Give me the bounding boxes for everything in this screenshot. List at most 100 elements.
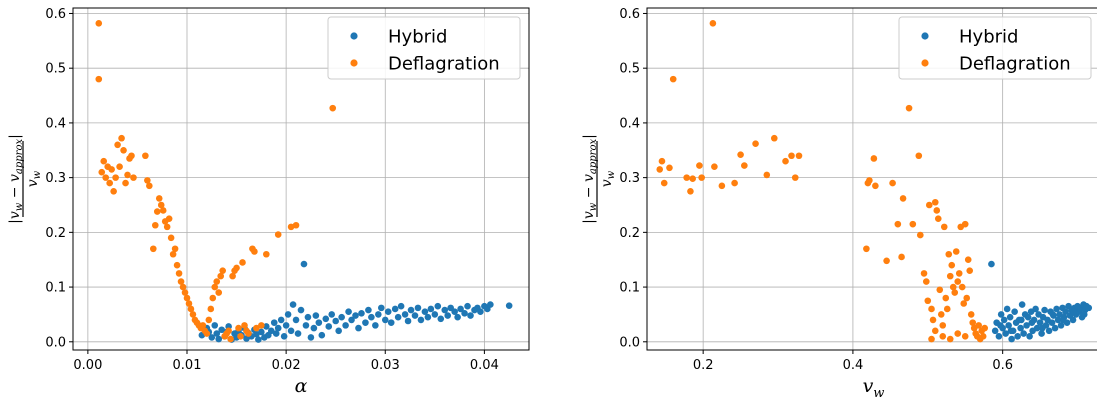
x-tick-label: 0.02	[272, 358, 301, 373]
data-point-deflagration	[925, 201, 933, 209]
y-tick-label: 0.4	[619, 116, 640, 131]
data-point-deflagration	[931, 198, 939, 206]
y-tick-label: 0.2	[619, 226, 640, 241]
data-point-hybrid	[394, 313, 402, 321]
data-point-deflagration	[149, 245, 157, 253]
data-point-deflagration	[122, 179, 129, 187]
data-point-hybrid	[1002, 330, 1009, 337]
data-point-deflagration	[229, 272, 236, 280]
data-point-deflagration	[329, 104, 337, 112]
data-point-hybrid	[997, 322, 1004, 329]
data-point-deflagration	[788, 152, 795, 160]
left-scatter-panel: 0.00 0.01 0.02 0.03 0.04 0.0 0.1 0.2 0.3 0.4 0.5 0.…	[7, 7, 530, 397]
data-point-deflagration	[130, 174, 137, 181]
data-point-hybrid	[387, 319, 395, 326]
data-point-deflagration	[731, 179, 738, 187]
data-point-hybrid	[362, 319, 369, 326]
data-point-deflagration	[931, 327, 939, 335]
data-point-deflagration	[872, 182, 879, 190]
data-point-deflagration	[883, 257, 890, 265]
data-point-deflagration	[179, 283, 187, 291]
x-axis-label: vw	[863, 375, 885, 399]
data-point-hybrid	[1033, 324, 1041, 332]
data-point-hybrid	[377, 304, 385, 312]
data-point-hybrid	[1038, 330, 1045, 337]
y-axis-label: |vw − vapprox|vw	[581, 134, 617, 224]
data-point-hybrid	[1051, 324, 1059, 332]
data-point-hybrid	[421, 308, 429, 315]
data-point-deflagration	[899, 195, 907, 202]
data-point-deflagration	[981, 324, 988, 332]
legend: Hybrid Deflagration	[327, 16, 521, 80]
data-point-deflagration	[979, 333, 987, 340]
y-axis-label-numerator: |vw − vapprox|	[7, 134, 25, 224]
data-point-hybrid	[437, 315, 445, 323]
data-point-hybrid	[1018, 316, 1025, 324]
data-point-deflagration	[237, 333, 244, 340]
data-point-deflagration	[207, 305, 215, 313]
data-point-hybrid	[322, 315, 330, 323]
data-point-hybrid	[401, 311, 409, 318]
data-point-hybrid	[1005, 322, 1012, 329]
data-point-hybrid	[274, 324, 282, 332]
data-point-hybrid	[1048, 319, 1056, 326]
data-point-deflagration	[922, 278, 930, 285]
data-point-deflagration	[159, 207, 167, 214]
data-point-hybrid	[1041, 306, 1048, 314]
data-point-deflagration	[936, 286, 944, 294]
data-point-deflagration	[227, 335, 234, 343]
data-point-hybrid	[332, 317, 339, 325]
data-point-deflagration	[209, 294, 217, 302]
data-point-deflagration	[163, 223, 171, 231]
data-point-hybrid	[391, 305, 399, 313]
data-point-hybrid	[1062, 308, 1069, 315]
data-point-deflagration	[949, 283, 957, 291]
data-point-deflagration	[955, 270, 963, 277]
data-point-hybrid	[414, 304, 422, 312]
data-point-hybrid	[444, 312, 452, 319]
data-point-hybrid	[451, 308, 458, 315]
data-point-deflagration	[219, 267, 226, 274]
data-point-hybrid	[318, 331, 326, 339]
legend-label-deflagration: Deflagration	[959, 54, 1071, 75]
data-point-hybrid	[352, 312, 359, 319]
x-tick-label: 0.2	[693, 358, 714, 373]
data-point-deflagration	[969, 319, 977, 326]
data-point-deflagration	[763, 171, 771, 179]
data-point-hybrid	[997, 311, 1005, 318]
y-tick-label: 0.5	[45, 62, 66, 77]
data-point-hybrid	[1000, 316, 1008, 324]
data-point-hybrid	[342, 322, 349, 329]
y-tick-label: 0.5	[619, 62, 640, 77]
y-axis-label-denominator: vw	[599, 170, 617, 187]
data-point-deflagration	[961, 333, 969, 340]
data-point-hybrid	[467, 312, 474, 319]
y-tick-label: 0.0	[619, 335, 640, 350]
data-point-hybrid	[307, 334, 315, 341]
data-point-deflagration	[211, 283, 219, 291]
data-point-hybrid	[335, 327, 342, 335]
data-point-deflagration	[683, 174, 690, 181]
data-point-deflagration	[239, 259, 246, 266]
data-point-deflagration	[167, 234, 175, 242]
data-point-hybrid	[995, 333, 1003, 340]
data-point-hybrid	[381, 316, 389, 324]
data-point-deflagration	[946, 272, 954, 280]
legend-marker-deflagration	[921, 59, 929, 67]
data-point-deflagration	[253, 324, 260, 332]
data-point-hybrid	[272, 330, 280, 337]
data-point-hybrid	[384, 308, 392, 315]
legend-marker-hybrid	[921, 32, 929, 40]
data-point-hybrid	[1049, 311, 1057, 318]
y-tick-label: 0.0	[45, 335, 66, 350]
data-point-deflagration	[175, 270, 183, 277]
data-point-hybrid	[1060, 316, 1067, 324]
data-point-hybrid	[297, 306, 305, 314]
data-point-deflagration	[263, 250, 270, 258]
y-tick-label: 0.3	[45, 171, 66, 186]
data-point-hybrid	[1017, 324, 1024, 332]
data-point-hybrid	[1069, 316, 1077, 324]
data-point-deflagration	[964, 256, 972, 264]
data-point-hybrid	[427, 305, 435, 313]
